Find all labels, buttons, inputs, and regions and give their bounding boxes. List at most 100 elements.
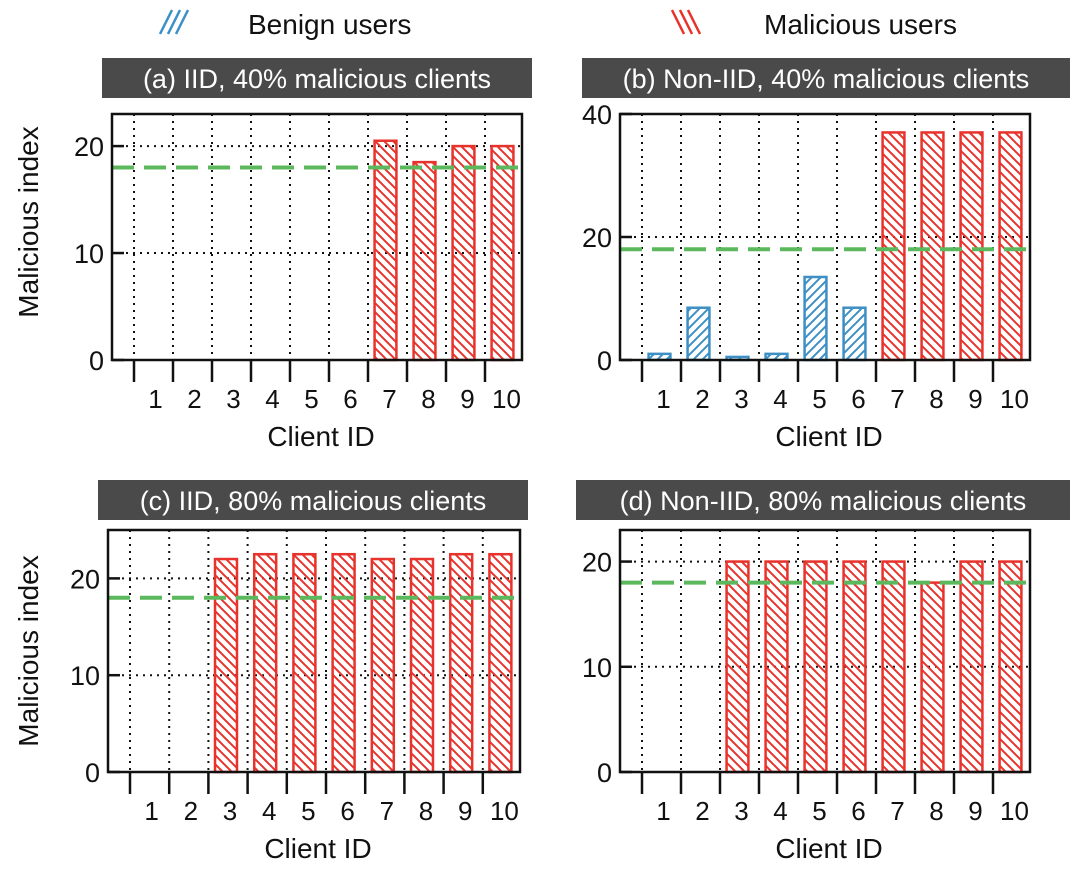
bar-client-8 — [920, 581, 945, 774]
bar-client-6 — [331, 552, 356, 774]
x-tick-label: 3 — [226, 384, 240, 414]
y-tick-label: 20 — [74, 132, 104, 162]
x-tick-label: 10 — [1000, 796, 1029, 826]
bar-client-4 — [252, 552, 278, 774]
x-tick-label: 10 — [1000, 384, 1029, 414]
x-tick-label: 10 — [490, 796, 519, 826]
x-axis-label: Client ID — [775, 833, 882, 864]
x-tick-label: 1 — [656, 796, 670, 826]
panel-title-box — [98, 480, 528, 520]
x-tick-label: 4 — [773, 796, 787, 826]
bar-client-10 — [998, 560, 1023, 774]
x-tick-label: 6 — [851, 796, 865, 826]
legend-malicious-label: Malicious users — [764, 9, 957, 40]
x-tick-label: 2 — [187, 384, 201, 414]
x-tick-label: 5 — [304, 384, 318, 414]
x-tick-label: 2 — [695, 796, 709, 826]
y-tick-label: 20 — [582, 223, 612, 253]
x-tick-label: 7 — [380, 796, 394, 826]
chart-panel-1: (a) IID, 40% malicious clients 0 10 20 1 2 3 4 5… — [13, 58, 532, 452]
panel-title: (b) Non-IID, 40% malicious clients — [623, 64, 1030, 94]
x-tick-label: 4 — [265, 384, 279, 414]
panel-title-box — [102, 58, 532, 98]
y-tick-label: 20 — [70, 564, 100, 594]
bar-client-6 — [842, 306, 867, 362]
bar-client-9 — [448, 552, 474, 774]
y-tick-label: 10 — [70, 661, 100, 691]
x-tick-label: 1 — [656, 384, 670, 414]
x-tick-label: 4 — [773, 384, 787, 414]
plot-frame — [618, 528, 1032, 774]
bar-client-5 — [803, 275, 828, 362]
bar-client-8 — [409, 557, 435, 774]
legend-benign-label: Benign users — [248, 9, 411, 40]
x-tick-label: 5 — [812, 384, 826, 414]
y-tick-label: 0 — [597, 346, 612, 376]
legend-benign-swatch — [158, 9, 190, 35]
y-tick-label: 10 — [74, 239, 104, 269]
x-tick-label: 1 — [148, 384, 162, 414]
bar-client-5 — [803, 560, 828, 774]
x-axis-label: Client ID — [264, 833, 371, 864]
y-tick-label: 20 — [582, 548, 612, 578]
panel-title-box — [582, 58, 1070, 98]
panel-title: (c) IID, 80% malicious clients — [140, 486, 487, 516]
x-tick-label: 9 — [968, 384, 982, 414]
x-tick-label: 7 — [890, 384, 904, 414]
x-tick-label: 9 — [968, 796, 982, 826]
x-tick-label: 2 — [184, 796, 198, 826]
x-tick-label: 9 — [458, 796, 472, 826]
legend: Benign users Malicious users — [158, 9, 957, 40]
x-axis-label: Client ID — [267, 421, 374, 452]
x-axis-label: Client ID — [775, 421, 882, 452]
bar-client-9 — [959, 560, 984, 774]
x-tick-label: 7 — [890, 796, 904, 826]
bar-client-8 — [412, 160, 437, 362]
y-axis-label: Malicious index — [13, 126, 44, 317]
y-tick-label: 0 — [85, 758, 100, 788]
bar-client-7 — [370, 557, 396, 774]
panel-title: (a) IID, 40% malicious clients — [143, 64, 491, 94]
x-tick-label: 1 — [144, 796, 158, 826]
bar-client-7 — [881, 560, 906, 774]
y-axis-label: Malicious index — [13, 555, 44, 746]
x-tick-label: 3 — [223, 796, 237, 826]
x-tick-label: 6 — [851, 384, 865, 414]
chart-panel-3: (c) IID, 80% malicious clients 0 10 20 1 2 3 4 5… — [13, 480, 528, 864]
x-tick-label: 3 — [734, 796, 748, 826]
bar-client-9 — [451, 144, 476, 362]
x-tick-label: 7 — [382, 384, 396, 414]
y-tick-label: 10 — [582, 653, 612, 683]
bar-client-5 — [292, 552, 317, 774]
plot-frame — [110, 112, 524, 362]
plot-frame — [106, 528, 522, 774]
chart-panel-4: (d) Non-IID, 80% malicious clients 0 10 20 1… — [576, 480, 1070, 864]
x-tick-label: 2 — [695, 384, 709, 414]
y-tick-label: 0 — [89, 346, 104, 376]
x-tick-label: 6 — [343, 384, 357, 414]
bar-client-3 — [213, 557, 239, 774]
x-tick-label: 5 — [301, 796, 315, 826]
x-tick-label: 10 — [492, 384, 521, 414]
x-tick-label: 9 — [460, 384, 474, 414]
chart-panel-2: (b) Non-IID, 40% malicious clients 0 20 40 1… — [582, 58, 1070, 452]
x-tick-label: 8 — [421, 384, 435, 414]
panel-title: (d) Non-IID, 80% malicious clients — [620, 486, 1027, 516]
bar-client-6 — [842, 560, 867, 774]
bar-client-7 — [881, 131, 906, 362]
bar-client-10 — [490, 144, 515, 362]
panel-title-box — [576, 480, 1070, 520]
x-tick-label: 3 — [734, 384, 748, 414]
legend-malicious-swatch — [670, 9, 702, 35]
bar-client-7 — [373, 139, 398, 362]
y-tick-label: 0 — [597, 758, 612, 788]
bar-client-2 — [686, 306, 711, 362]
bar-client-10 — [998, 131, 1023, 362]
bar-client-8 — [920, 131, 945, 362]
bar-client-9 — [959, 131, 984, 362]
x-tick-label: 8 — [419, 796, 433, 826]
x-tick-label: 4 — [262, 796, 276, 826]
